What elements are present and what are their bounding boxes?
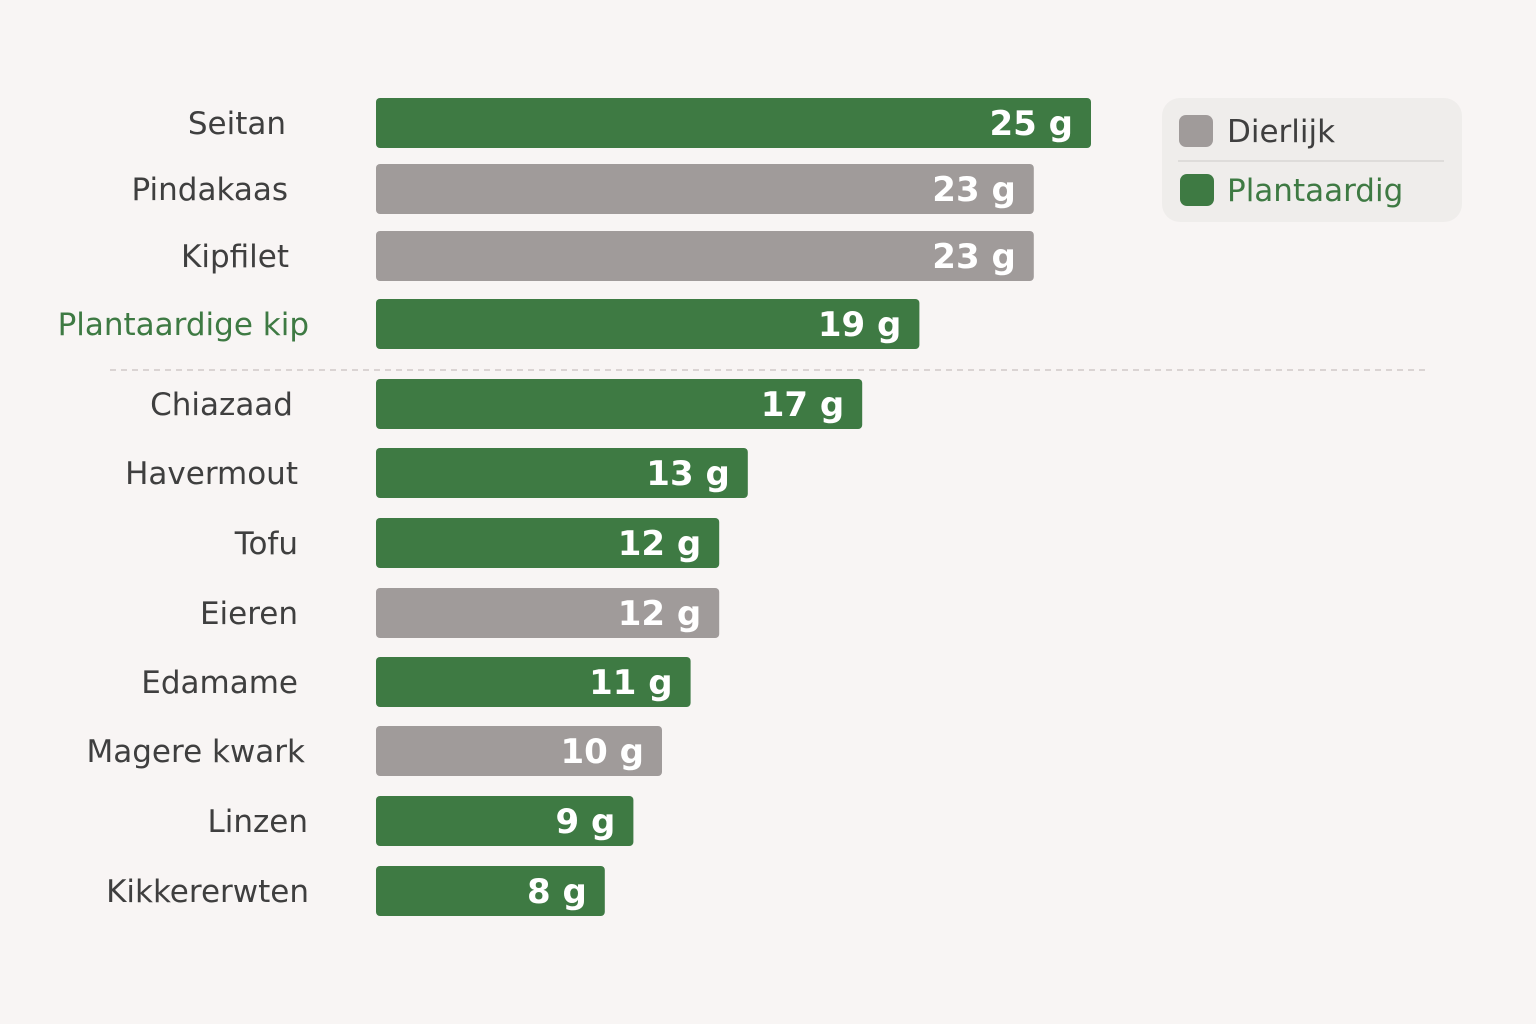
category-label-magere-kwark: Magere kwark [87,734,306,770]
category-label-plantaardige-kip: Plantaardige kip [58,307,309,343]
bar-kikkererwten [376,866,605,916]
legend-label-plantaardig: Plantaardig [1227,173,1403,209]
legend-swatch-plantaardig [1180,174,1214,206]
value-label-linzen: 9 g [556,802,616,842]
bar-tofu [376,518,720,568]
value-label-edamame: 11 g [589,663,673,703]
category-label-pindakaas: Pindakaas [132,172,289,208]
bar-linzen [376,796,634,846]
category-label-kikkererwten: Kikkererwten [106,874,309,910]
value-label-kikkererwten: 8 g [527,872,587,912]
value-label-havermout: 13 g [646,454,730,494]
bar-edamame [376,657,691,707]
category-label-linzen: Linzen [207,804,308,840]
legend-box [1162,98,1462,222]
value-label-kipfilet: 23 g [932,237,1016,277]
value-label-seitan: 25 g [990,104,1074,144]
value-label-plantaardige-kip: 19 g [818,305,902,345]
bar-seitan [376,98,1091,148]
legend-label-dierlijk: Dierlijk [1227,114,1335,150]
value-label-tofu: 12 g [618,524,702,564]
value-label-magere-kwark: 10 g [561,732,645,772]
category-label-eieren: Eieren [200,596,298,632]
category-label-tofu: Tofu [234,526,298,562]
bar-kipfilet [376,231,1034,281]
value-label-eieren: 12 g [618,594,702,634]
bars-layer: Seitan 25 g Pindakaas 23 g Kipfilet 23 g Plant… [58,98,1428,916]
category-label-kipfilet: Kipfilet [181,239,289,275]
category-label-havermout: Havermout [125,456,298,492]
legend: Dierlijk Plantaardig [1162,98,1462,222]
bar-plantaardige-kip [376,299,920,349]
value-label-pindakaas: 23 g [932,170,1016,210]
bar-chiazaad [376,379,863,429]
value-label-chiazaad: 17 g [761,385,845,425]
legend-swatch-dierlijk [1179,115,1213,147]
category-label-edamame: Edamame [141,665,298,701]
category-label-seitan: Seitan [188,106,286,142]
bar-magere-kwark [376,726,662,776]
bar-pindakaas [376,164,1034,214]
bar-havermout [376,448,748,498]
category-label-chiazaad: Chiazaad [150,387,293,423]
bar-eieren [376,588,720,638]
